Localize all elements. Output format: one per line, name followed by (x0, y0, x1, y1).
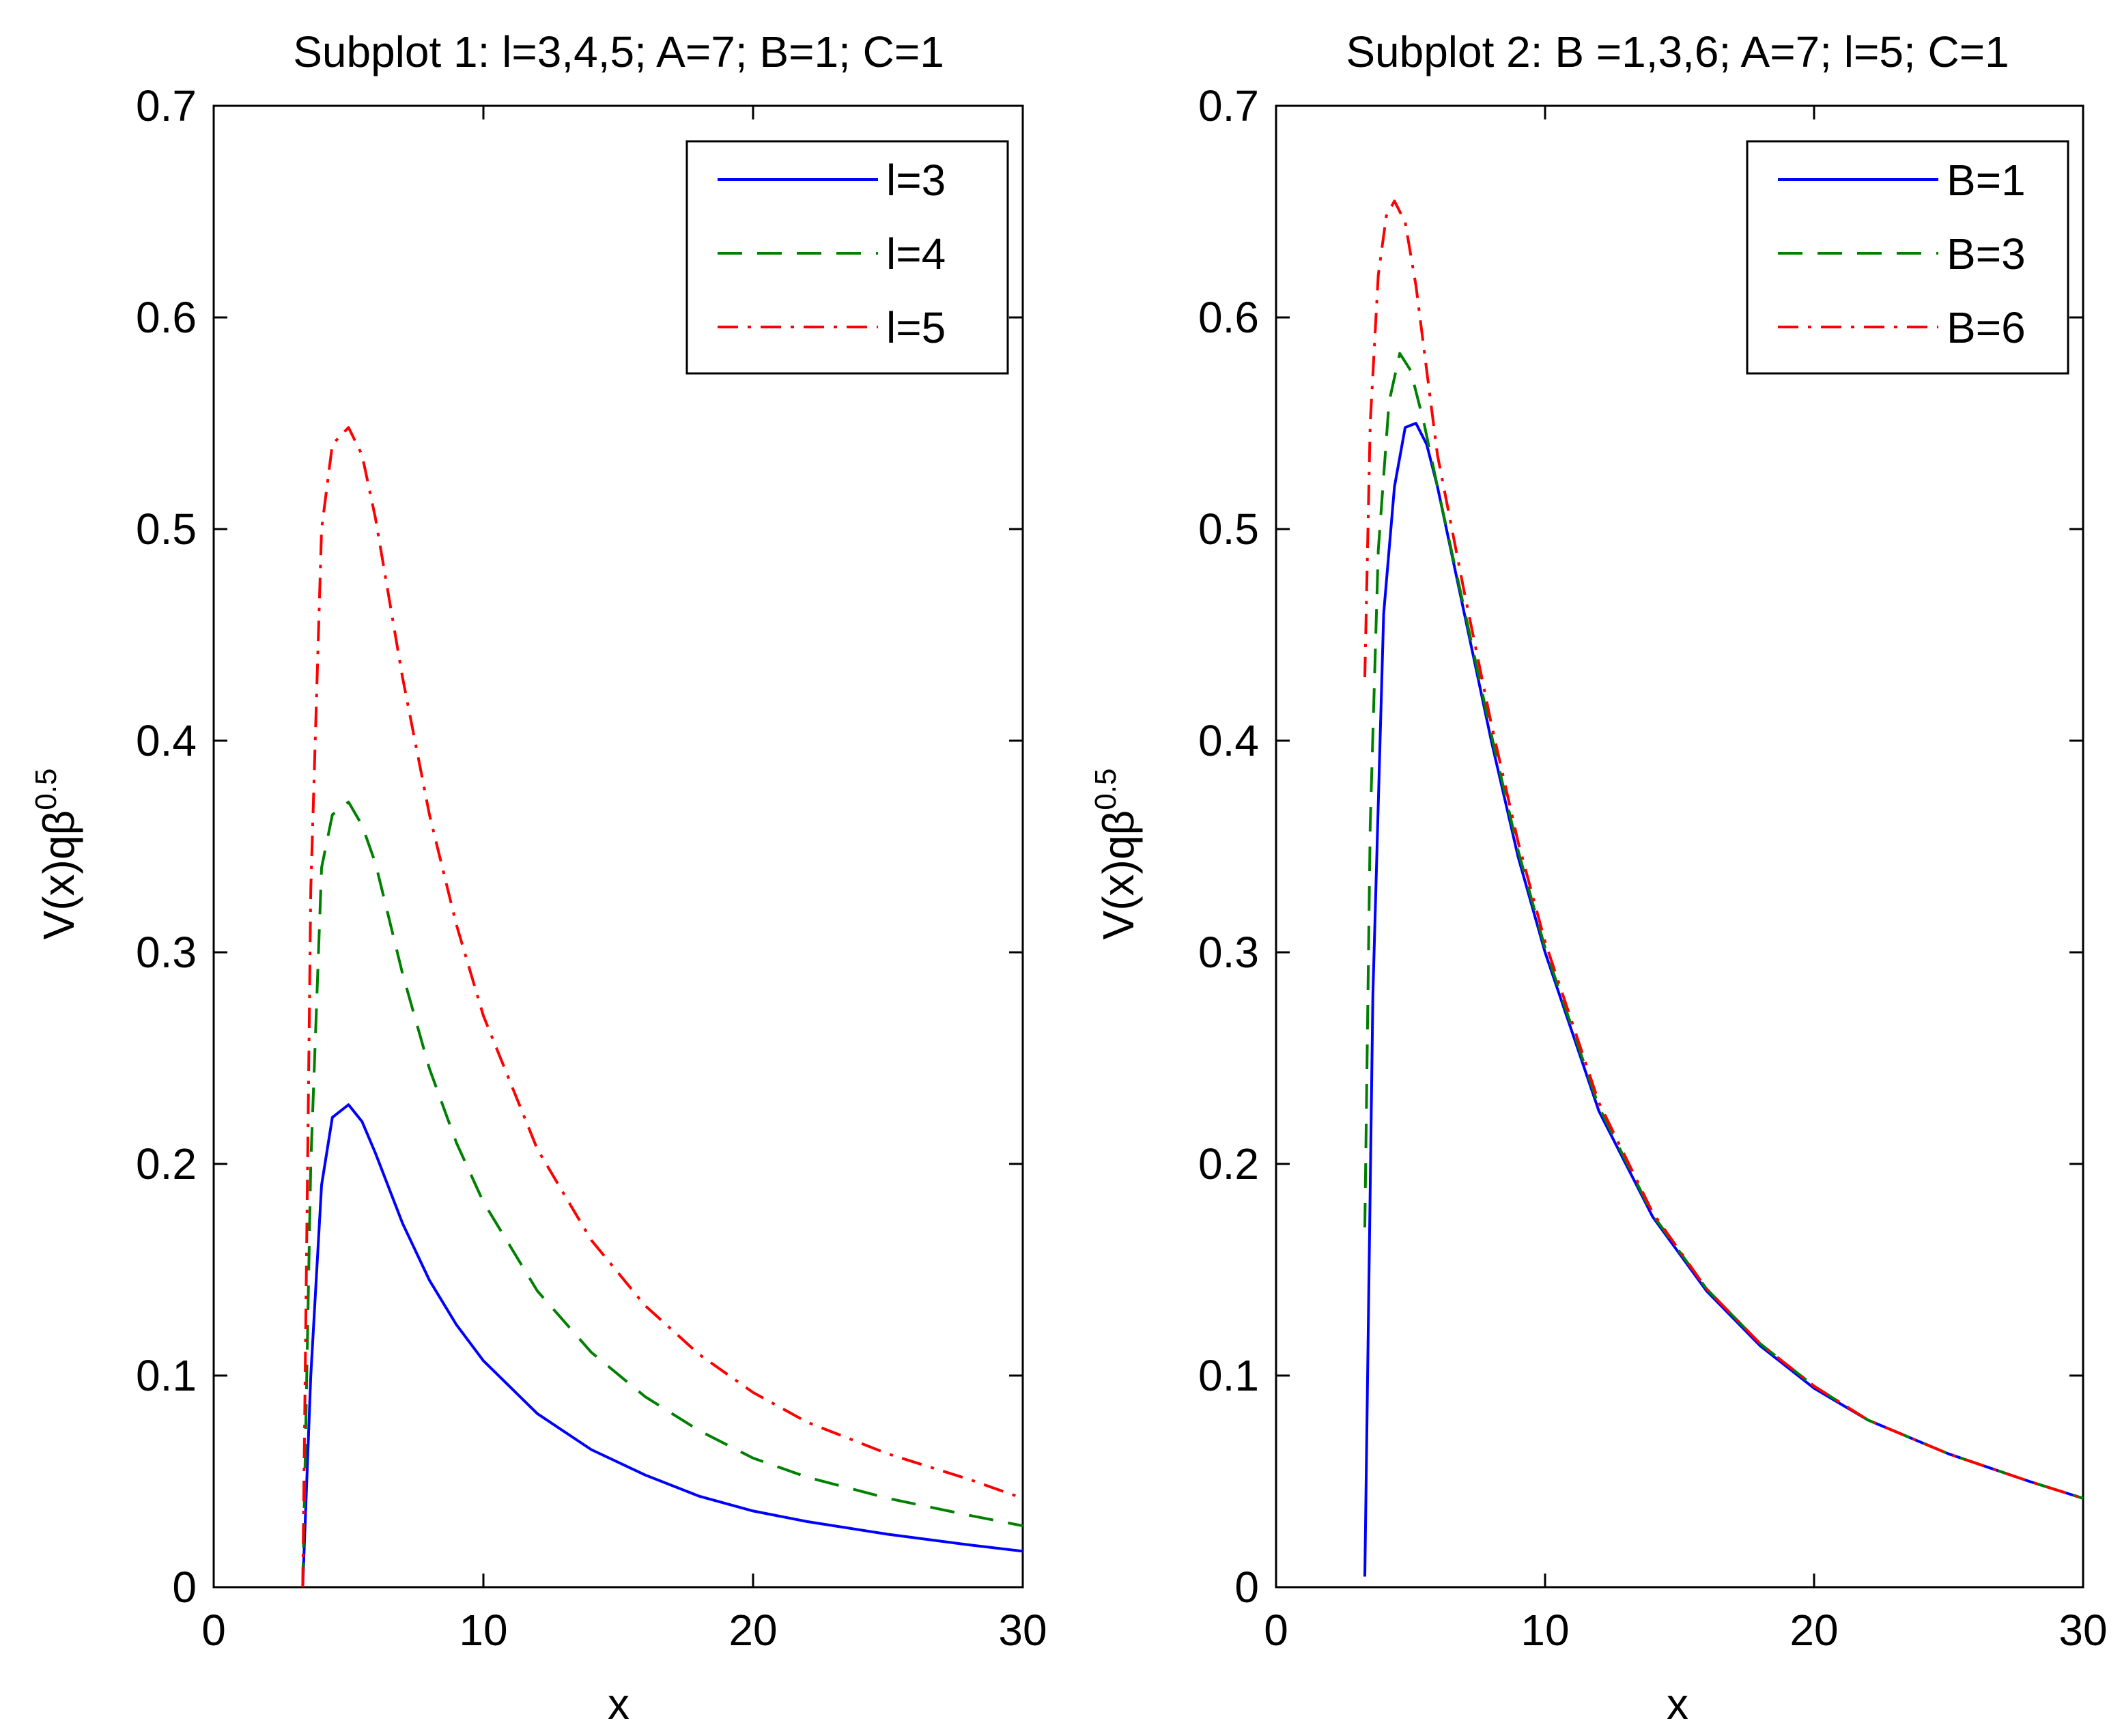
subplot-1-axes-box (212, 104, 1024, 1589)
subplot-2-ytick-label: 0.4 (1198, 716, 1259, 765)
subplot-1-ytick-label: 0.4 (136, 716, 197, 765)
subplot-1-ytick-label: 0.2 (136, 1139, 197, 1189)
subplot-2-legend-label-2: B=3 (1947, 229, 2026, 279)
subplot-2-ytick-label: 0.2 (1198, 1139, 1259, 1189)
subplot-1-ytick-label: 0.7 (136, 81, 197, 130)
subplot-1-ytick-label: 0.1 (136, 1351, 197, 1400)
subplot-1-xtick-label: 30 (998, 1606, 1047, 1655)
subplot-2-xtick-label: 30 (2059, 1606, 2107, 1655)
subplot-2-xtick-label: 20 (1789, 1606, 1838, 1655)
subplot-1-series-3-line (301, 426, 1023, 1588)
subplot-2-ytick-label: 0.6 (1198, 293, 1259, 342)
subplot-1-title: Subplot 1: l=3,4,5; A=7; B=1; C=1 (293, 27, 944, 76)
subplot-1-series-2-line (301, 800, 1023, 1588)
subplot-1-legend-label-1: l=3 (886, 156, 946, 205)
subplot-1-xlabel: x (608, 1679, 629, 1728)
subplot-1-legend-label-3: l=5 (886, 303, 946, 352)
subplot-1-legend (685, 140, 1009, 375)
subplot-1-xtick-label: 0 (201, 1606, 226, 1655)
subplot-2-ytick-label: 0 (1234, 1563, 1259, 1612)
subplot-2-title: Subplot 2: B =1,3,6; A=7; l=5; C=1 (1346, 27, 2009, 76)
subplot-2-ytick-label: 0.1 (1198, 1351, 1259, 1400)
subplot-2-xlabel: x (1667, 1679, 1688, 1728)
subplot-2-legend-label-3: B=6 (1947, 303, 2026, 352)
subplot-1-ytick-label: 0.3 (136, 928, 197, 977)
subplot-1-xtick-label: 20 (728, 1606, 777, 1655)
subplot-1: Subplot 1: l=3,4,5; A=7; B=1; C=1 V(x)qβ… (29, 27, 1047, 1728)
subplot-1-ytick-label: 0 (172, 1563, 197, 1612)
subplot-2-ytick-label: 0.5 (1198, 504, 1259, 554)
subplot-2-ytick-label: 0.7 (1198, 81, 1259, 130)
subplot-2-axes-box (1275, 104, 2084, 1589)
subplot-2-ytick-label: 0.3 (1198, 928, 1259, 977)
subplot-1-series-1-line (301, 1103, 1023, 1588)
subplot-1-xtick-label: 10 (459, 1606, 507, 1655)
subplot-1-ylabel: V(x)qβ0.5 (29, 769, 83, 940)
subplot-1-ytick-label: 0.5 (136, 504, 197, 554)
subplot-2-ylabel: V(x)qβ0.5 (1089, 769, 1143, 940)
subplot-2: Subplot 2: B =1,3,6; A=7; l=5; C=1 V(x)q… (1089, 27, 2108, 1728)
subplot-2-xtick-label: 0 (1264, 1606, 1288, 1655)
subplot-1-ytick-label: 0.6 (136, 293, 197, 342)
subplot-2-legend-label-1: B=1 (1947, 156, 2026, 205)
subplot-2-series-2-line (1363, 352, 2084, 1500)
subplot-1-legend-label-2: l=4 (886, 229, 946, 279)
subplot-2-xtick-label: 10 (1520, 1606, 1569, 1655)
